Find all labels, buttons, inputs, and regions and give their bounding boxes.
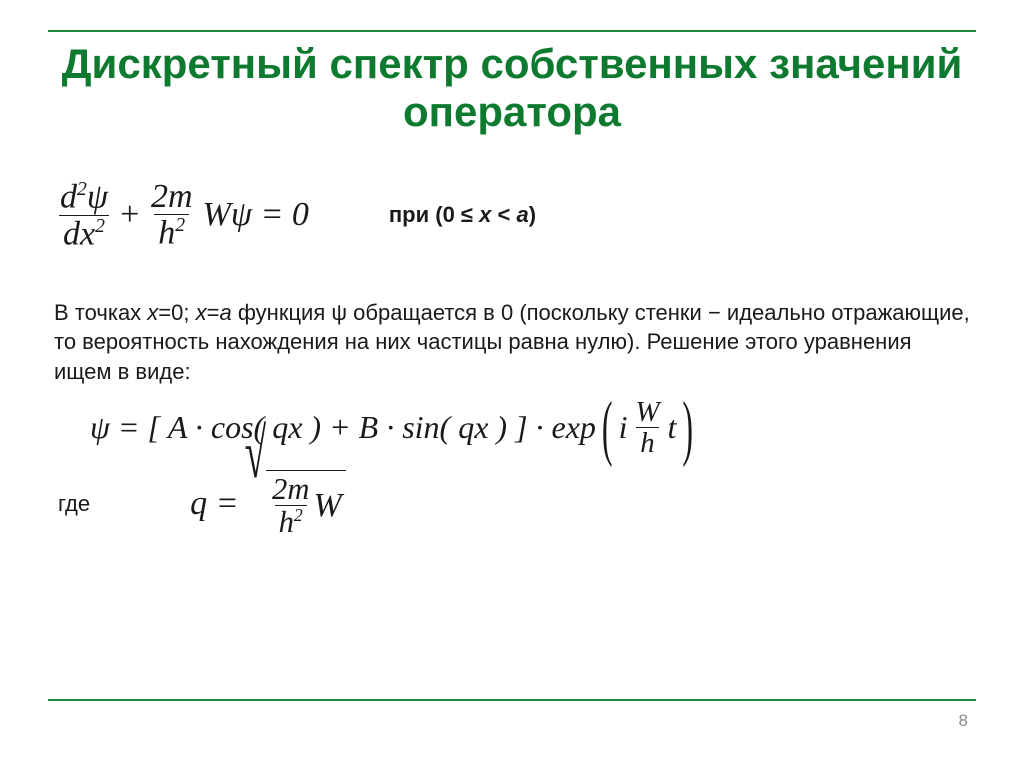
page-number: 8 — [959, 711, 968, 731]
eq1-frac1-den: dx2 — [59, 215, 109, 252]
eq3-frac-den: h2 — [275, 505, 307, 538]
eq3-frac-num: 2m — [268, 473, 313, 505]
eq2-frac-den: h — [636, 427, 658, 458]
eq3-sqrt: √ 2m h2 W — [245, 470, 346, 538]
radical-icon: √ — [245, 420, 266, 543]
equation-2: ψ = [ A · cos( qx ) + B · sin( qx ) ] · … — [90, 397, 976, 458]
eq2-lead: ψ = [ A · cos( qx ) + B · sin( qx ) ] · … — [90, 409, 596, 446]
equation-1: d2ψ dx2 + 2m h2 Wψ = 0 — [56, 179, 309, 252]
eq1-frac1-num: d2ψ — [56, 179, 112, 215]
eq3-tail: W — [313, 487, 341, 525]
top-rule — [48, 30, 976, 32]
eq2-frac-num: W — [631, 397, 663, 427]
eq1-plus: + — [118, 196, 141, 234]
eq2-rparen: ) — [682, 385, 693, 470]
eq1-frac2: 2m h2 — [147, 179, 197, 252]
where-label: где — [58, 491, 90, 517]
eq1-frac2-den: h2 — [154, 214, 189, 251]
bottom-rule — [48, 699, 976, 701]
eq2-i: i — [619, 409, 628, 446]
eq3-lhs: q = — [190, 485, 238, 523]
equation-1-row: d2ψ dx2 + 2m h2 Wψ = 0 при (0 ≤ x < a) — [56, 179, 976, 252]
slide-title: Дискретный спектр собственных значений о… — [48, 40, 976, 137]
eq2-t: t — [667, 409, 676, 446]
equation-3: q = √ 2m h2 W — [190, 470, 346, 538]
eq1-frac1: d2ψ dx2 — [56, 179, 112, 252]
equation-3-row: где q = √ 2m h2 W — [58, 470, 976, 538]
eq2-lparen: ( — [602, 385, 613, 470]
eq2-frac: W h — [631, 397, 663, 458]
eq3-frac: 2m h2 — [268, 473, 313, 538]
eq3-radicand: 2m h2 W — [266, 470, 346, 538]
condition-text: при (0 ≤ x < a) — [389, 202, 536, 228]
body-paragraph: В точках x=0; x=a функция ψ обращается в… — [54, 298, 970, 387]
eq1-tail: Wψ = 0 — [203, 196, 309, 234]
eq1-frac2-num: 2m — [147, 179, 197, 215]
